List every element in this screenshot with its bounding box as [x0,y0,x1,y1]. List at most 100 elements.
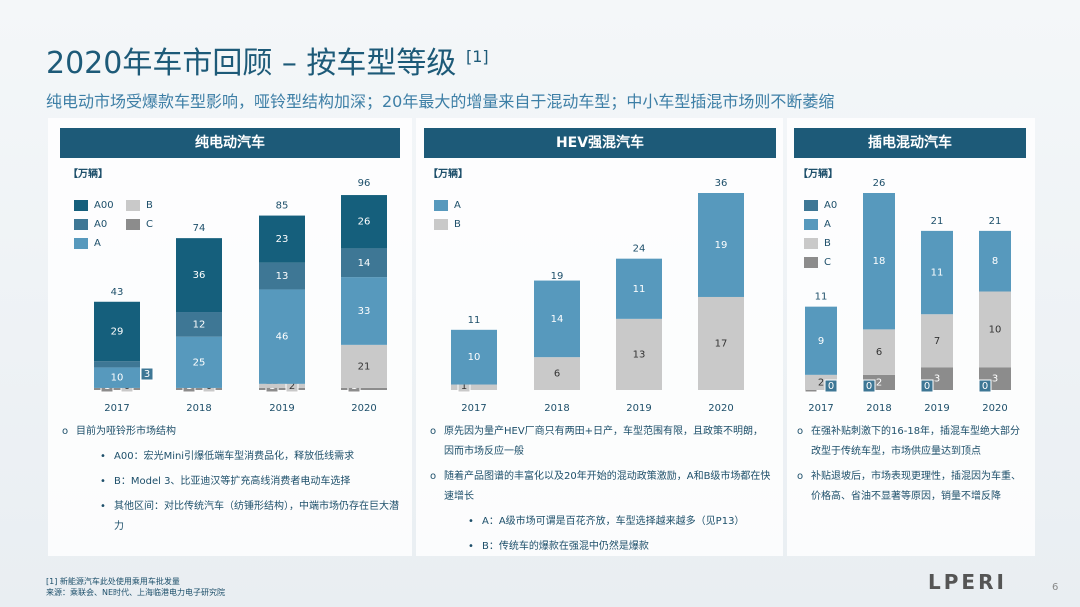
value-label: 10 [468,352,481,363]
value-label: 46 [276,332,289,343]
value-label: 6 [876,347,882,358]
legend-swatch [434,200,448,211]
value-label: 0 [828,381,834,392]
x-tick-label: 2019 [269,403,294,414]
x-tick-label: 2019 [626,403,651,414]
x-tick-label: 2020 [708,403,733,414]
legend-swatch [804,200,818,211]
value-label: 12 [193,319,206,330]
label-box [140,367,154,381]
bar-segment [259,387,305,390]
value-label: 9 [818,336,824,347]
value-label: 0 [866,381,872,392]
title-note: [1] [465,47,489,66]
total-label: 21 [989,216,1002,227]
legend-label: A00 [94,200,114,211]
total-label: 43 [111,287,124,298]
total-label: 74 [193,223,206,234]
value-label: 14 [358,258,371,269]
bar-segment [259,289,305,384]
legend-label: A [454,200,461,211]
bar-segment [921,230,953,315]
legend-label: A0 [824,200,837,211]
value-label: 2 [289,381,295,392]
bullet: 其他区间：对比传统汽车（纺锤形结构），中端市场仍存在巨大潜力 [60,497,400,537]
total-label: 26 [873,178,886,189]
legend-label: C [146,219,153,230]
footnote: [1] 新能源汽车此处使用乘用车批发量 [46,577,180,586]
legend-swatch [804,238,818,249]
bar-segment [979,230,1011,292]
bar-segment [176,336,222,388]
bar-segment [979,291,1011,368]
label-box [824,379,838,393]
bullet: A：A级市场可谓是百花齐放，车型选择越来越多（见P13） [428,512,773,532]
slide-title: 2020年车市回顾 – 按车型等级 [46,46,457,81]
bar-segment [451,384,497,390]
bar-segment [176,238,222,313]
bar-segment [341,387,387,390]
bullet: 在强补贴刺激下的16-18年，插混车型绝大部分改型于传统车型，市场供应量达到顶点 [795,422,1030,462]
x-tick-label: 2020 [982,403,1007,414]
bullet: 目前为哑铃形市场结构 [60,422,400,442]
total-label: 85 [276,201,289,212]
bullet: 随着产品图谱的丰富化以及20年开始的混动政策激励，A和B级市场都在快速增长 [428,467,773,507]
unit-label: 【万辆】 [68,167,108,180]
value-label: 3 [144,369,150,380]
source: 来源：乘联会、NE时代、上海临港电力电子研究院 [46,588,226,597]
x-tick-label: 2018 [866,403,891,414]
value-label: 14 [551,314,564,325]
label-box [978,379,992,393]
value-label: 26 [358,217,371,228]
bullet: B：传统车的爆款在强混中仍然是爆款 [428,537,773,557]
x-tick-label: 2017 [808,403,833,414]
total-label: 11 [815,292,828,303]
bar-segment [616,318,662,390]
title-row: 2020年车市回顾 – 按车型等级 [1] [46,38,489,82]
chart-title: HEV强混汽车 [424,128,776,158]
notes: 目前为哑铃形市场结构 A00：宏光Mini引爆低端车型消费品化，释放低线需求 B：M… [60,422,400,537]
legend-label: B [454,219,461,230]
x-tick-label: 2017 [104,403,129,414]
x-tick-label: 2018 [186,403,211,414]
value-label: 6 [554,369,560,380]
value-label: 3 [934,374,940,385]
chart: 【万辆】A00A0ABC1010329432017102512367420181… [68,167,387,414]
legend-swatch [74,238,88,249]
bar-segment [863,193,895,330]
chart: 【万辆】A0ABC0290112017261802620183711021201… [798,167,1011,414]
notes: 在强补贴刺激下的16-18年，插混车型绝大部分改型于传统车型，市场供应量达到顶点… [795,422,1030,507]
bar-segment [451,329,497,385]
bar-segment [698,296,744,390]
value-label: 3 [992,374,998,385]
bar-segment [534,280,580,358]
legend-swatch [804,257,818,268]
page-number: 6 [1052,582,1059,593]
value-label: 13 [276,271,289,282]
total-label: 96 [358,178,371,189]
legend-swatch [126,200,140,211]
chart-title: 插电混动汽车 [794,128,1026,158]
total-label: 21 [931,216,944,227]
bar-segment [259,383,305,388]
logo: LPERI [928,570,1007,594]
total-label: 19 [551,271,564,282]
bar-segment [94,367,140,388]
bar-segment [534,357,580,390]
value-label: 18 [873,256,886,267]
value-label: 21 [358,361,371,372]
chart: 【万辆】 AB 1 10 11 2017 6 14 19 2018 13 11 24 2019 17 19 36… [428,167,744,414]
legend-swatch [74,219,88,230]
legend-label: C [824,257,831,268]
subtitle: 纯电动市场受爆款车型影响，哑铃型结构加深；20年最大的增量来自于混动车型；中小车… [46,92,835,111]
total-label: 36 [715,178,728,189]
bar-segment [176,387,222,390]
x-tick-label: 2019 [924,403,949,414]
legend-label: B [824,238,831,249]
value-label: 36 [193,270,206,281]
legend-label: A [94,238,101,249]
value-label: 1 [461,381,467,392]
value-label: 10 [111,373,124,384]
legend-label: B [146,200,153,211]
